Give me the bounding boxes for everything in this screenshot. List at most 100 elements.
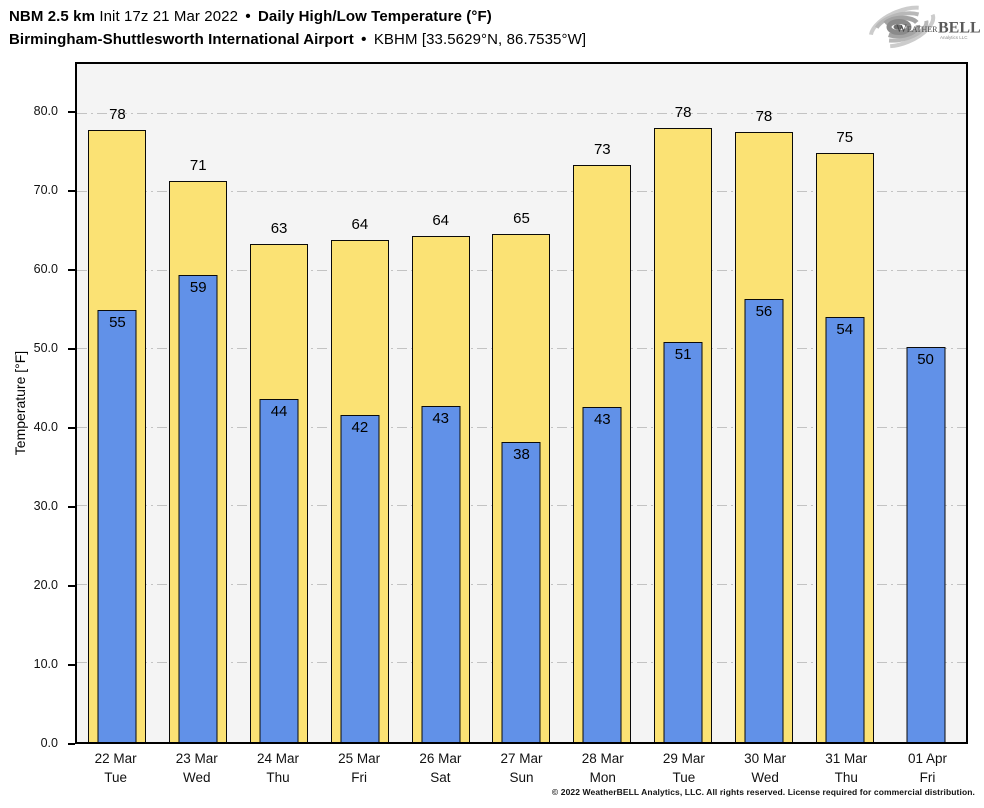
y-tick-mark (68, 110, 75, 113)
bar-group-23-mar: 71 59 (158, 64, 239, 742)
init-time: Init 17z 21 Mar 2022 (99, 8, 239, 25)
low-temp-value-label: 50 (917, 350, 934, 368)
y-axis-tick-marks (68, 62, 75, 745)
x-tick-label: 27 Mar Sun (481, 749, 562, 787)
copyright-notice: © 2022 WeatherBELL Analytics, LLC. All r… (551, 787, 975, 797)
x-tick-label: 22 Mar Tue (75, 749, 156, 787)
y-tick-mark (68, 584, 75, 587)
low-temp-value-label: 42 (351, 419, 369, 437)
x-tick-label: 23 Mar Wed (156, 749, 237, 787)
x-tick-day: Fri (919, 770, 936, 785)
x-tick-label: 28 Mar Mon (562, 749, 643, 787)
bar-group-29-mar: 78 51 (643, 64, 724, 742)
low-temp-bar: 56 (744, 298, 784, 742)
high-temp-value-label: 78 (755, 108, 773, 126)
high-temp-value-label: 78 (109, 106, 126, 123)
x-tick-day: Thu (834, 770, 858, 785)
bar-group-26-mar: 64 43 (400, 64, 481, 742)
x-tick-day: Wed (751, 770, 779, 785)
y-tick-label: 10.0 (33, 656, 58, 671)
y-tick-mark (68, 426, 75, 429)
high-temp-value-label: 64 (351, 215, 369, 233)
x-tick-day: Sat (430, 770, 451, 785)
title-separator: • (245, 8, 251, 25)
high-temp-value-label: 71 (189, 157, 207, 175)
low-temp-bar: 42 (340, 415, 380, 742)
x-tick-label: 30 Mar Wed (725, 749, 806, 787)
low-temp-bar: 59 (178, 275, 218, 742)
y-tick-mark (68, 347, 75, 350)
y-tick-mark (68, 743, 75, 745)
bar-groups: 78 55 71 59 63 44 64 42 64 43 65 38 73 43 78 51 78 56 75 54… (77, 64, 966, 742)
y-tick-label: 30.0 (33, 498, 58, 513)
x-tick-day: Tue (672, 770, 696, 785)
bar-group-22-mar: 78 55 (77, 64, 158, 742)
x-tick-date: 27 Mar (500, 751, 543, 766)
y-tick-mark (68, 663, 75, 666)
station-location: KBHM [33.5629°N, 86.7535°W] (373, 31, 587, 48)
bar-group-01-apr: 50 (885, 64, 966, 742)
bar-group-28-mar: 73 43 (562, 64, 643, 742)
weatherbell-logo: Weather BELL Analytics LLC (868, 5, 980, 49)
low-temp-bar: 50 (906, 346, 946, 742)
bar-group-24-mar: 63 44 (239, 64, 320, 742)
low-temp-bar: 51 (663, 342, 703, 742)
y-tick-label: 50.0 (33, 340, 58, 355)
bar-group-27-mar: 65 38 (481, 64, 562, 742)
high-temp-value-label: 64 (432, 212, 449, 230)
y-tick-label: 0.0 (40, 736, 58, 750)
x-tick-date: 29 Mar (662, 751, 705, 766)
low-temp-value-label: 55 (109, 313, 126, 331)
low-temp-bar: 43 (582, 407, 622, 742)
low-temp-value-label: 44 (270, 402, 288, 420)
y-tick-mark (68, 189, 75, 192)
low-temp-value-label: 51 (674, 346, 692, 364)
x-tick-label: 29 Mar Tue (643, 749, 724, 787)
x-tick-day: Sun (509, 770, 534, 785)
x-tick-label: 26 Mar Sat (400, 749, 481, 787)
high-temp-value-label: 63 (270, 219, 288, 237)
x-tick-label: 24 Mar Thu (237, 749, 318, 787)
x-tick-date: 23 Mar (175, 751, 218, 766)
y-tick-mark (68, 268, 75, 271)
chart-subtitle: Birmingham-Shuttlesworth International A… (9, 31, 586, 48)
low-temp-value-label: 38 (513, 445, 530, 463)
low-temp-value-label: 54 (836, 320, 854, 338)
subtitle-separator: • (361, 31, 367, 48)
x-tick-label: 31 Mar Thu (806, 749, 887, 787)
logo-word-bell: BELL (938, 20, 980, 37)
x-tick-label: 25 Mar Fri (319, 749, 400, 787)
low-temp-value-label: 56 (755, 302, 773, 320)
product-name: Daily High/Low Temperature (°F) (258, 8, 492, 25)
low-temp-value-label: 43 (593, 411, 611, 429)
station-name: Birmingham-Shuttlesworth International A… (9, 31, 354, 48)
low-temp-bar: 38 (501, 441, 541, 742)
x-tick-date: 24 Mar (256, 751, 299, 766)
x-tick-date: 28 Mar (581, 751, 624, 766)
chart-title: NBM 2.5 km Init 17z 21 Mar 2022 • Daily … (9, 8, 492, 25)
x-tick-day: Thu (266, 770, 290, 785)
x-tick-day: Wed (183, 770, 211, 785)
high-temp-value-label: 78 (674, 104, 692, 122)
y-axis-tick-labels: 0.0 10.0 20.0 30.0 40.0 50.0 60.0 70.0 80.0 (0, 62, 64, 750)
x-tick-label: 01 Apr Fri (887, 749, 968, 787)
low-temp-bar: 55 (97, 309, 137, 742)
bar-group-30-mar: 78 56 (724, 64, 805, 742)
y-tick-label: 60.0 (33, 261, 58, 276)
x-tick-date: 01 Apr (907, 751, 947, 766)
plot-area: 78 55 71 59 63 44 64 42 64 43 65 38 73 43 78 51 78 56 75 54… (75, 62, 968, 744)
low-temp-bar: 43 (421, 405, 461, 742)
x-tick-day: Tue (104, 770, 127, 785)
low-temp-bar: 44 (259, 398, 299, 742)
x-tick-date: 26 Mar (419, 751, 462, 766)
gridline-70.0 (77, 191, 966, 193)
low-temp-bar: 54 (825, 316, 865, 742)
logo-word-weather: Weather (896, 23, 938, 35)
high-temp-value-label: 75 (836, 128, 854, 146)
y-tick-label: 20.0 (33, 577, 58, 592)
y-tick-label: 40.0 (33, 419, 58, 434)
bar-group-25-mar: 64 42 (319, 64, 400, 742)
x-tick-day: Mon (589, 770, 616, 785)
x-tick-date: 31 Mar (825, 751, 868, 766)
